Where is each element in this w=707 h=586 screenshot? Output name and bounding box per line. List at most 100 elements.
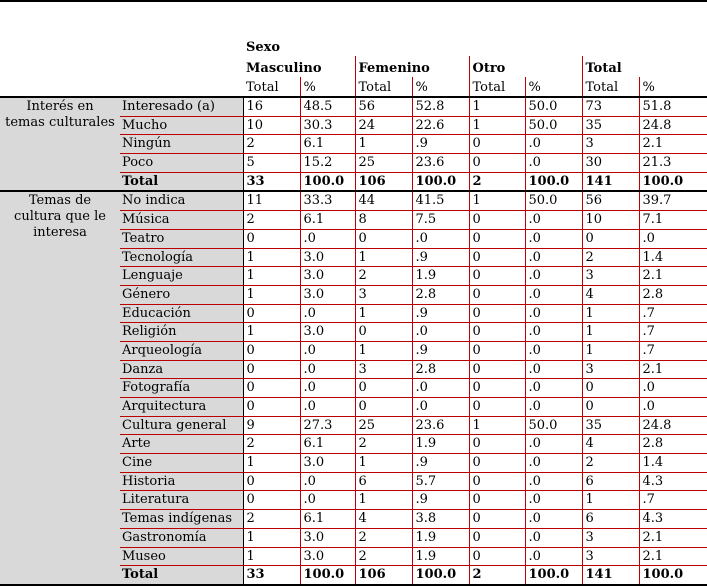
subheader-total: Total: [243, 77, 300, 98]
value-count: 0: [242, 341, 300, 361]
table-row: Danza 0.0 3 2.8 0.0 3 2.1: [0, 360, 707, 380]
value-count: 1: [242, 453, 300, 473]
value-percent: 39.7: [638, 191, 707, 212]
value-percent: .0: [524, 134, 582, 155]
value-count: 106: [354, 172, 412, 193]
value-count: 0: [468, 547, 525, 567]
value-percent: 100.0: [299, 172, 355, 193]
value-percent: .9: [411, 341, 469, 361]
value-percent: 41.5: [411, 191, 469, 212]
value-count: 0: [468, 509, 525, 529]
table-row: Teatro 0.0 0.0 0.0 0.0: [0, 229, 707, 249]
table-row: Interés en temas culturales Interesado (a)…: [0, 97, 707, 193]
value-percent: 50.0: [524, 191, 582, 212]
value-count: 1: [581, 322, 639, 342]
value-percent: 3.0: [299, 322, 355, 342]
category-label: Religión: [120, 322, 243, 342]
value-count: 3: [581, 134, 639, 155]
value-count: 0: [581, 397, 639, 417]
value-count: 24: [354, 116, 412, 136]
value-percent: .0: [524, 210, 582, 230]
value-percent: .0: [638, 378, 707, 398]
value-count: 4: [354, 509, 412, 529]
value-percent: 1.4: [638, 248, 707, 268]
table-row: Tecnología 1 3.0 1.9 0.0 2 1.4: [0, 248, 707, 268]
value-percent: 27.3: [299, 416, 355, 436]
value-percent: .0: [524, 304, 582, 324]
value-percent: 3.0: [299, 453, 355, 473]
value-count: 33: [242, 172, 300, 193]
value-percent: 6.1: [299, 210, 355, 230]
category-label: Ningún: [120, 134, 243, 155]
table-row: Museo 1 3.0 2 1.9 0.0 3 2.1: [0, 547, 707, 567]
value-percent: .0: [411, 322, 469, 342]
value-percent: 33.3: [299, 191, 355, 212]
value-percent: .0: [299, 360, 355, 380]
table-body: Interés en temas culturales Interesado (a)…: [0, 97, 707, 586]
value-count: 1: [354, 490, 412, 511]
col-group-femenino: Femenino: [354, 56, 469, 77]
value-percent: 4.3: [638, 472, 707, 492]
value-count: 0: [468, 472, 525, 492]
value-percent: 50.0: [524, 416, 582, 436]
value-percent: 52.8: [411, 97, 469, 117]
value-count: 25: [354, 416, 412, 436]
value-percent: 2.1: [638, 547, 707, 567]
value-percent: 3.8: [411, 509, 469, 529]
value-count: 1: [468, 97, 525, 117]
subheader-total: Total: [581, 77, 639, 98]
value-count: 0: [468, 490, 525, 511]
value-percent: 2.8: [411, 360, 469, 380]
value-percent: 4.3: [638, 509, 707, 529]
value-count: 0: [581, 378, 639, 398]
value-percent: 21.3: [638, 153, 707, 173]
value-percent: 100.0: [299, 565, 355, 586]
value-count: 3: [581, 266, 639, 286]
category-label: Interesado (a): [120, 97, 243, 117]
value-percent: .0: [299, 472, 355, 492]
category-label: Tecnología: [120, 248, 243, 268]
value-count: 0: [468, 397, 525, 417]
value-percent: 3.0: [299, 248, 355, 268]
value-percent: 30.3: [299, 116, 355, 136]
value-count: 73: [581, 97, 639, 117]
value-count: 2: [468, 172, 525, 193]
value-count: 1: [242, 547, 300, 567]
value-count: 1: [354, 304, 412, 324]
value-count: 0: [468, 341, 525, 361]
value-count: 0: [468, 322, 525, 342]
category-label: Género: [120, 285, 243, 305]
category-label: Total: [120, 172, 243, 193]
value-count: 3: [354, 360, 412, 380]
value-count: 106: [354, 565, 412, 586]
category-label: Arqueología: [120, 341, 243, 361]
value-count: 0: [354, 322, 412, 342]
sub-headers-row: Total % Total % Total % Total %: [0, 77, 707, 98]
value-count: 2: [468, 565, 525, 586]
value-percent: 5.7: [411, 472, 469, 492]
category-label: Total: [120, 565, 243, 586]
value-percent: 7.1: [638, 210, 707, 230]
value-percent: .9: [411, 453, 469, 473]
value-count: 0: [468, 453, 525, 473]
value-percent: .0: [524, 285, 582, 305]
value-count: 3: [354, 285, 412, 305]
value-count: 1: [354, 248, 412, 268]
value-percent: 1.9: [411, 266, 469, 286]
value-percent: .0: [524, 397, 582, 417]
value-percent: .0: [524, 472, 582, 492]
value-count: 5: [242, 153, 300, 173]
category-label: Educación: [120, 304, 243, 324]
category-label: Fotografía: [120, 378, 243, 398]
value-percent: .0: [638, 397, 707, 417]
category-label: Historia: [120, 472, 243, 492]
value-count: 1: [468, 116, 525, 136]
value-count: 2: [242, 509, 300, 529]
value-percent: 24.8: [638, 416, 707, 436]
table-row: Literatura 0.0 1.9 0.0 1.7: [0, 490, 707, 511]
table-row: Lenguaje 1 3.0 2 1.9 0.0 3 2.1: [0, 266, 707, 286]
value-percent: 23.6: [411, 153, 469, 173]
value-count: 0: [468, 434, 525, 455]
value-percent: 2.1: [638, 266, 707, 286]
table-row: Historia 0.0 6 5.7 0.0 6 4.3: [0, 472, 707, 492]
